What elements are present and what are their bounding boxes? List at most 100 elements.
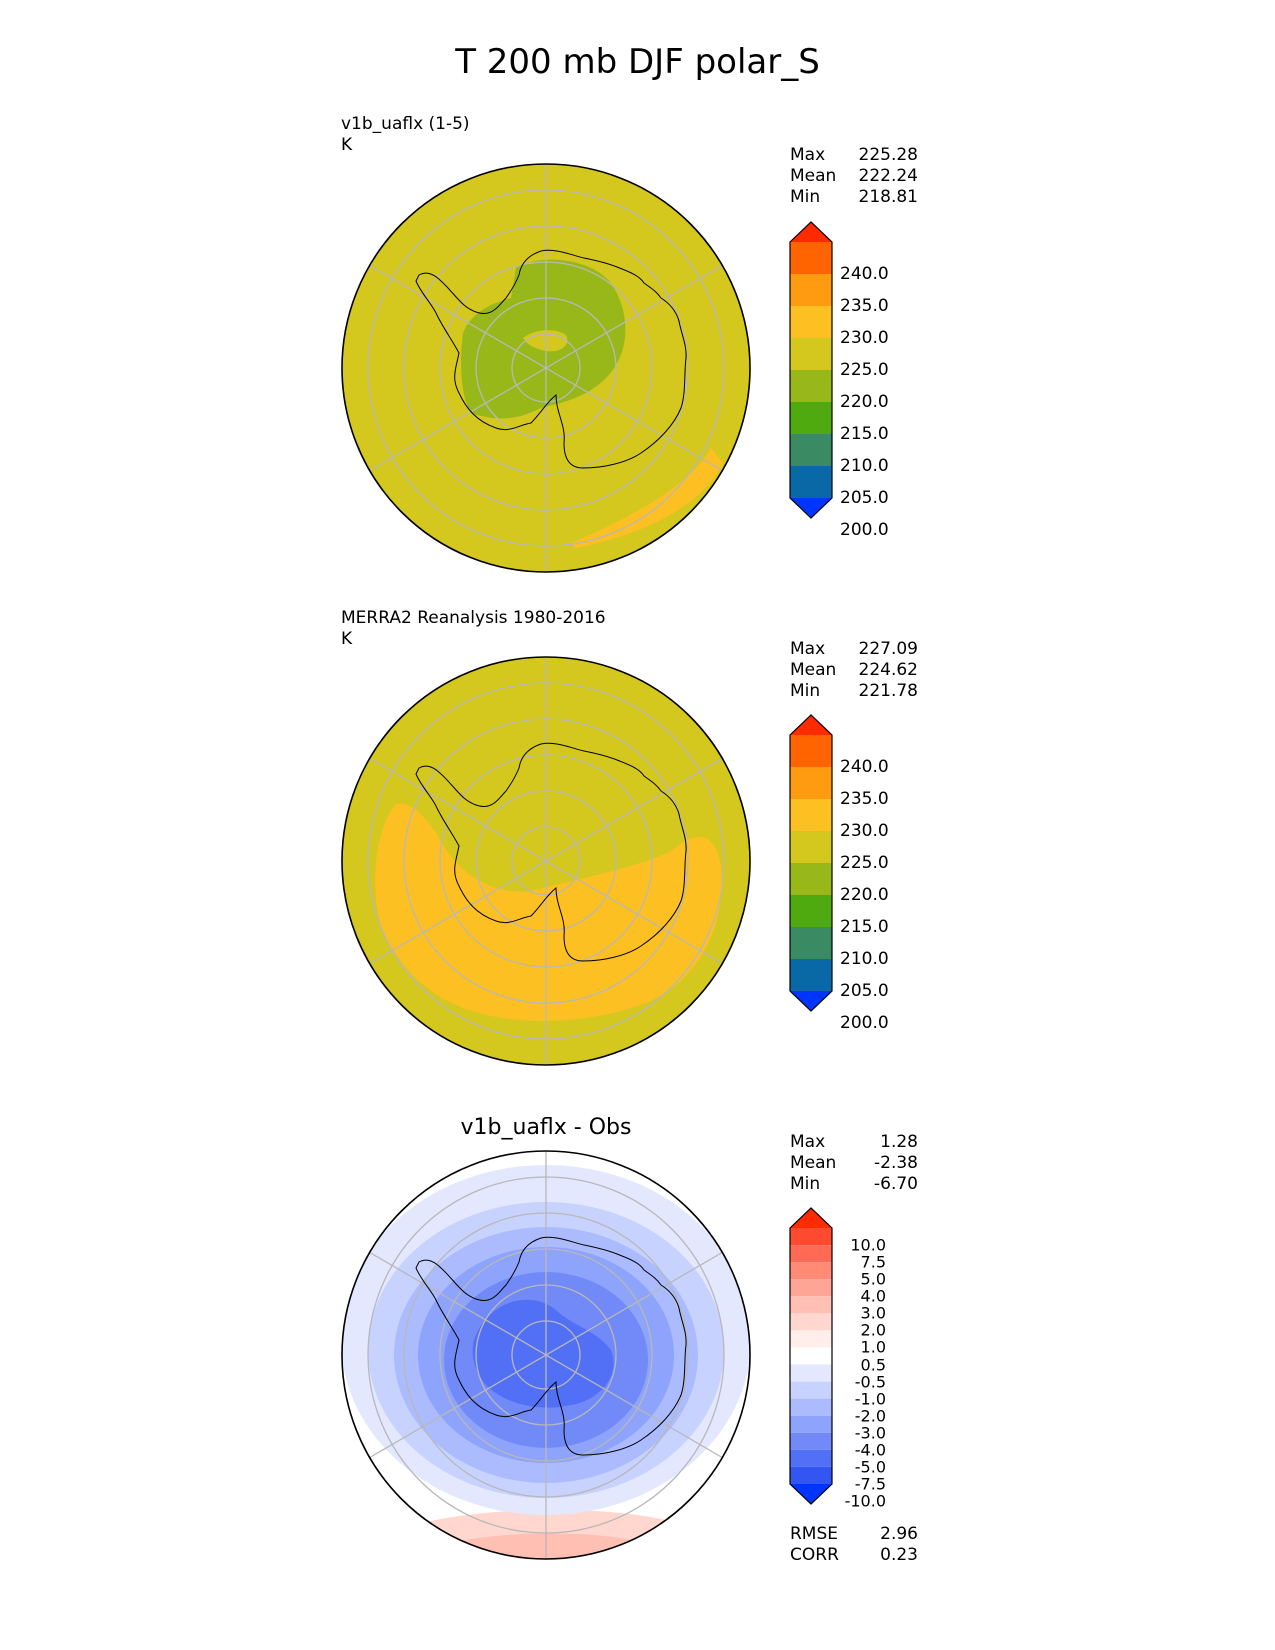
colorbar-swatch bbox=[790, 466, 832, 498]
panel-test-map bbox=[341, 163, 751, 573]
panel-ref-colorbar bbox=[789, 714, 833, 1012]
colorbar-tick-label: 235.0 bbox=[840, 789, 889, 809]
colorbar-tick-label: 205.0 bbox=[840, 981, 889, 1001]
colorbar-swatch bbox=[790, 498, 832, 518]
colorbar-swatch bbox=[790, 715, 832, 735]
colorbar-swatch bbox=[790, 895, 832, 927]
map-lat-circle bbox=[511, 1320, 581, 1390]
metric-corr-value: 0.23 bbox=[880, 1545, 918, 1565]
stat-max-label: Max bbox=[790, 639, 826, 659]
map-region-215-220 bbox=[461, 259, 626, 419]
colorbar-tick-label: 225.0 bbox=[840, 853, 889, 873]
panel-ref-stats: Max 227.09 Mean 224.62 Min 221.78 bbox=[790, 639, 918, 702]
colorbar-tick-label: 2.0 bbox=[860, 1320, 886, 1340]
panel-diff-colorbar-labels: 10.0 7.5 5.0 4.0 3.0 2.0 1.0 0.5 -0.5 -1.0 -2.0 -3.… bbox=[836, 1208, 896, 1511]
colorbar-swatch bbox=[790, 1245, 832, 1263]
colorbar-swatch bbox=[790, 1398, 832, 1416]
panel-ref-colorbar-labels: 240.0 235.0 230.0 225.0 220.0 215.0 210.0 205.0… bbox=[840, 715, 920, 1033]
colorbar-swatch bbox=[790, 1228, 832, 1246]
map-lat-circle bbox=[439, 261, 653, 475]
colorbar-swatch bbox=[790, 1484, 832, 1504]
map-lat-circle bbox=[439, 1248, 653, 1462]
colorbar-swatch bbox=[790, 799, 832, 831]
stat-mean-value: 224.62 bbox=[858, 660, 918, 680]
colorbar-tick-label: -4.0 bbox=[854, 1440, 886, 1460]
colorbar-swatch bbox=[790, 1449, 832, 1467]
stat-max-value: 227.09 bbox=[858, 639, 918, 659]
map-fill-pos-1 bbox=[441, 1533, 641, 1559]
colorbar-swatch bbox=[790, 370, 832, 402]
colorbar-swatch bbox=[790, 1279, 832, 1297]
panel-test-stats: Max 225.28 Mean 222.24 Min 218.81 bbox=[790, 145, 918, 208]
colorbar-swatch bbox=[790, 402, 832, 434]
colorbar-tick-label: 240.0 bbox=[840, 757, 889, 777]
colorbar-tick-label: 235.0 bbox=[840, 296, 889, 316]
map-lat-circle bbox=[511, 826, 581, 896]
colorbar-tick-label: 210.0 bbox=[840, 949, 889, 969]
colorbar-swatch bbox=[790, 927, 832, 959]
colorbar-swatch bbox=[790, 1313, 832, 1331]
colorbar-swatch bbox=[790, 991, 832, 1011]
colorbar-tick-label: 215.0 bbox=[840, 424, 889, 444]
panel-test-subtitle: v1b_uaflx (1-5) K bbox=[341, 114, 470, 156]
colorbar-tick-label: -0.5 bbox=[854, 1372, 886, 1392]
map-lat-circle bbox=[511, 333, 581, 403]
stat-mean-label: Mean bbox=[790, 1153, 837, 1173]
colorbar-tick-label: 10.0 bbox=[850, 1235, 886, 1255]
map-lat-circle bbox=[367, 189, 725, 547]
stat-mean-value: -2.38 bbox=[874, 1153, 918, 1173]
colorbar-tick-label: -1.0 bbox=[854, 1389, 886, 1409]
colorbar-tick-label: -3.0 bbox=[854, 1423, 886, 1443]
stat-min-value: -6.70 bbox=[874, 1174, 918, 1194]
stat-min-value: 221.78 bbox=[858, 681, 918, 701]
map-lat-circle bbox=[439, 754, 653, 968]
colorbar-tick-label: -10.0 bbox=[844, 1491, 886, 1511]
colorbar-outline bbox=[789, 714, 833, 1012]
colorbar-tick-label: 230.0 bbox=[840, 328, 889, 348]
figure-title: T 200 mb DJF polar_S bbox=[455, 42, 820, 82]
colorbar-swatch bbox=[790, 306, 832, 338]
panel-ref-subtitle: MERRA2 Reanalysis 1980-2016 K bbox=[341, 608, 606, 650]
colorbar-swatch bbox=[790, 1208, 832, 1228]
colorbar-tick-label: -2.0 bbox=[854, 1406, 886, 1426]
panel-diff-title: v1b_uaflx - Obs bbox=[460, 1115, 632, 1140]
colorbar-tick-label: 215.0 bbox=[840, 917, 889, 937]
colorbar-tick-label: 5.0 bbox=[860, 1269, 886, 1289]
colorbar-swatch bbox=[790, 434, 832, 466]
map-graticule bbox=[368, 1151, 724, 1559]
colorbar-swatch bbox=[790, 1432, 832, 1450]
colorbar-swatch bbox=[790, 735, 832, 767]
panel-ref-dataset-name: MERRA2 Reanalysis 1980-2016 bbox=[341, 608, 606, 628]
stat-min-label: Min bbox=[790, 1174, 821, 1194]
colorbar-swatch bbox=[790, 863, 832, 895]
colorbar-swatch bbox=[790, 1262, 832, 1280]
colorbar-tick-label: 200.0 bbox=[840, 1013, 889, 1033]
colorbar-swatch bbox=[790, 1415, 832, 1433]
colorbar-tick-label: 1.0 bbox=[860, 1337, 886, 1357]
colorbar-tick-label: 240.0 bbox=[840, 264, 889, 284]
colorbar-swatch bbox=[790, 1466, 832, 1484]
panel-diff-map bbox=[341, 1150, 751, 1560]
panel-ref-map bbox=[341, 656, 751, 1066]
stat-max-label: Max bbox=[790, 1132, 826, 1152]
map-lat-circle bbox=[475, 297, 617, 439]
map-lat-circle bbox=[403, 1212, 689, 1498]
panel-ref-units: K bbox=[341, 629, 353, 649]
map-coastline bbox=[415, 1236, 687, 1456]
colorbar-tick-label: -7.5 bbox=[854, 1474, 886, 1494]
colorbar-tick-label: -5.0 bbox=[854, 1457, 886, 1477]
colorbar-tick-label: 0.5 bbox=[860, 1355, 886, 1375]
metric-corr-label: CORR bbox=[790, 1545, 839, 1565]
stat-mean-label: Mean bbox=[790, 166, 837, 186]
colorbar-swatch bbox=[790, 1364, 832, 1382]
colorbar-swatch bbox=[790, 222, 832, 242]
panel-diff-stats: Max 1.28 Mean -2.38 Min -6.70 bbox=[790, 1132, 918, 1195]
map-lat-circle bbox=[367, 1176, 725, 1534]
stat-min-label: Min bbox=[790, 681, 821, 701]
colorbar-swatch bbox=[790, 338, 832, 370]
colorbar-swatch bbox=[790, 767, 832, 799]
colorbar-swatch bbox=[790, 1296, 832, 1314]
map-lat-circle bbox=[367, 682, 725, 1040]
stat-min-label: Min bbox=[790, 187, 821, 207]
panel-diff-colorbar bbox=[789, 1207, 833, 1505]
